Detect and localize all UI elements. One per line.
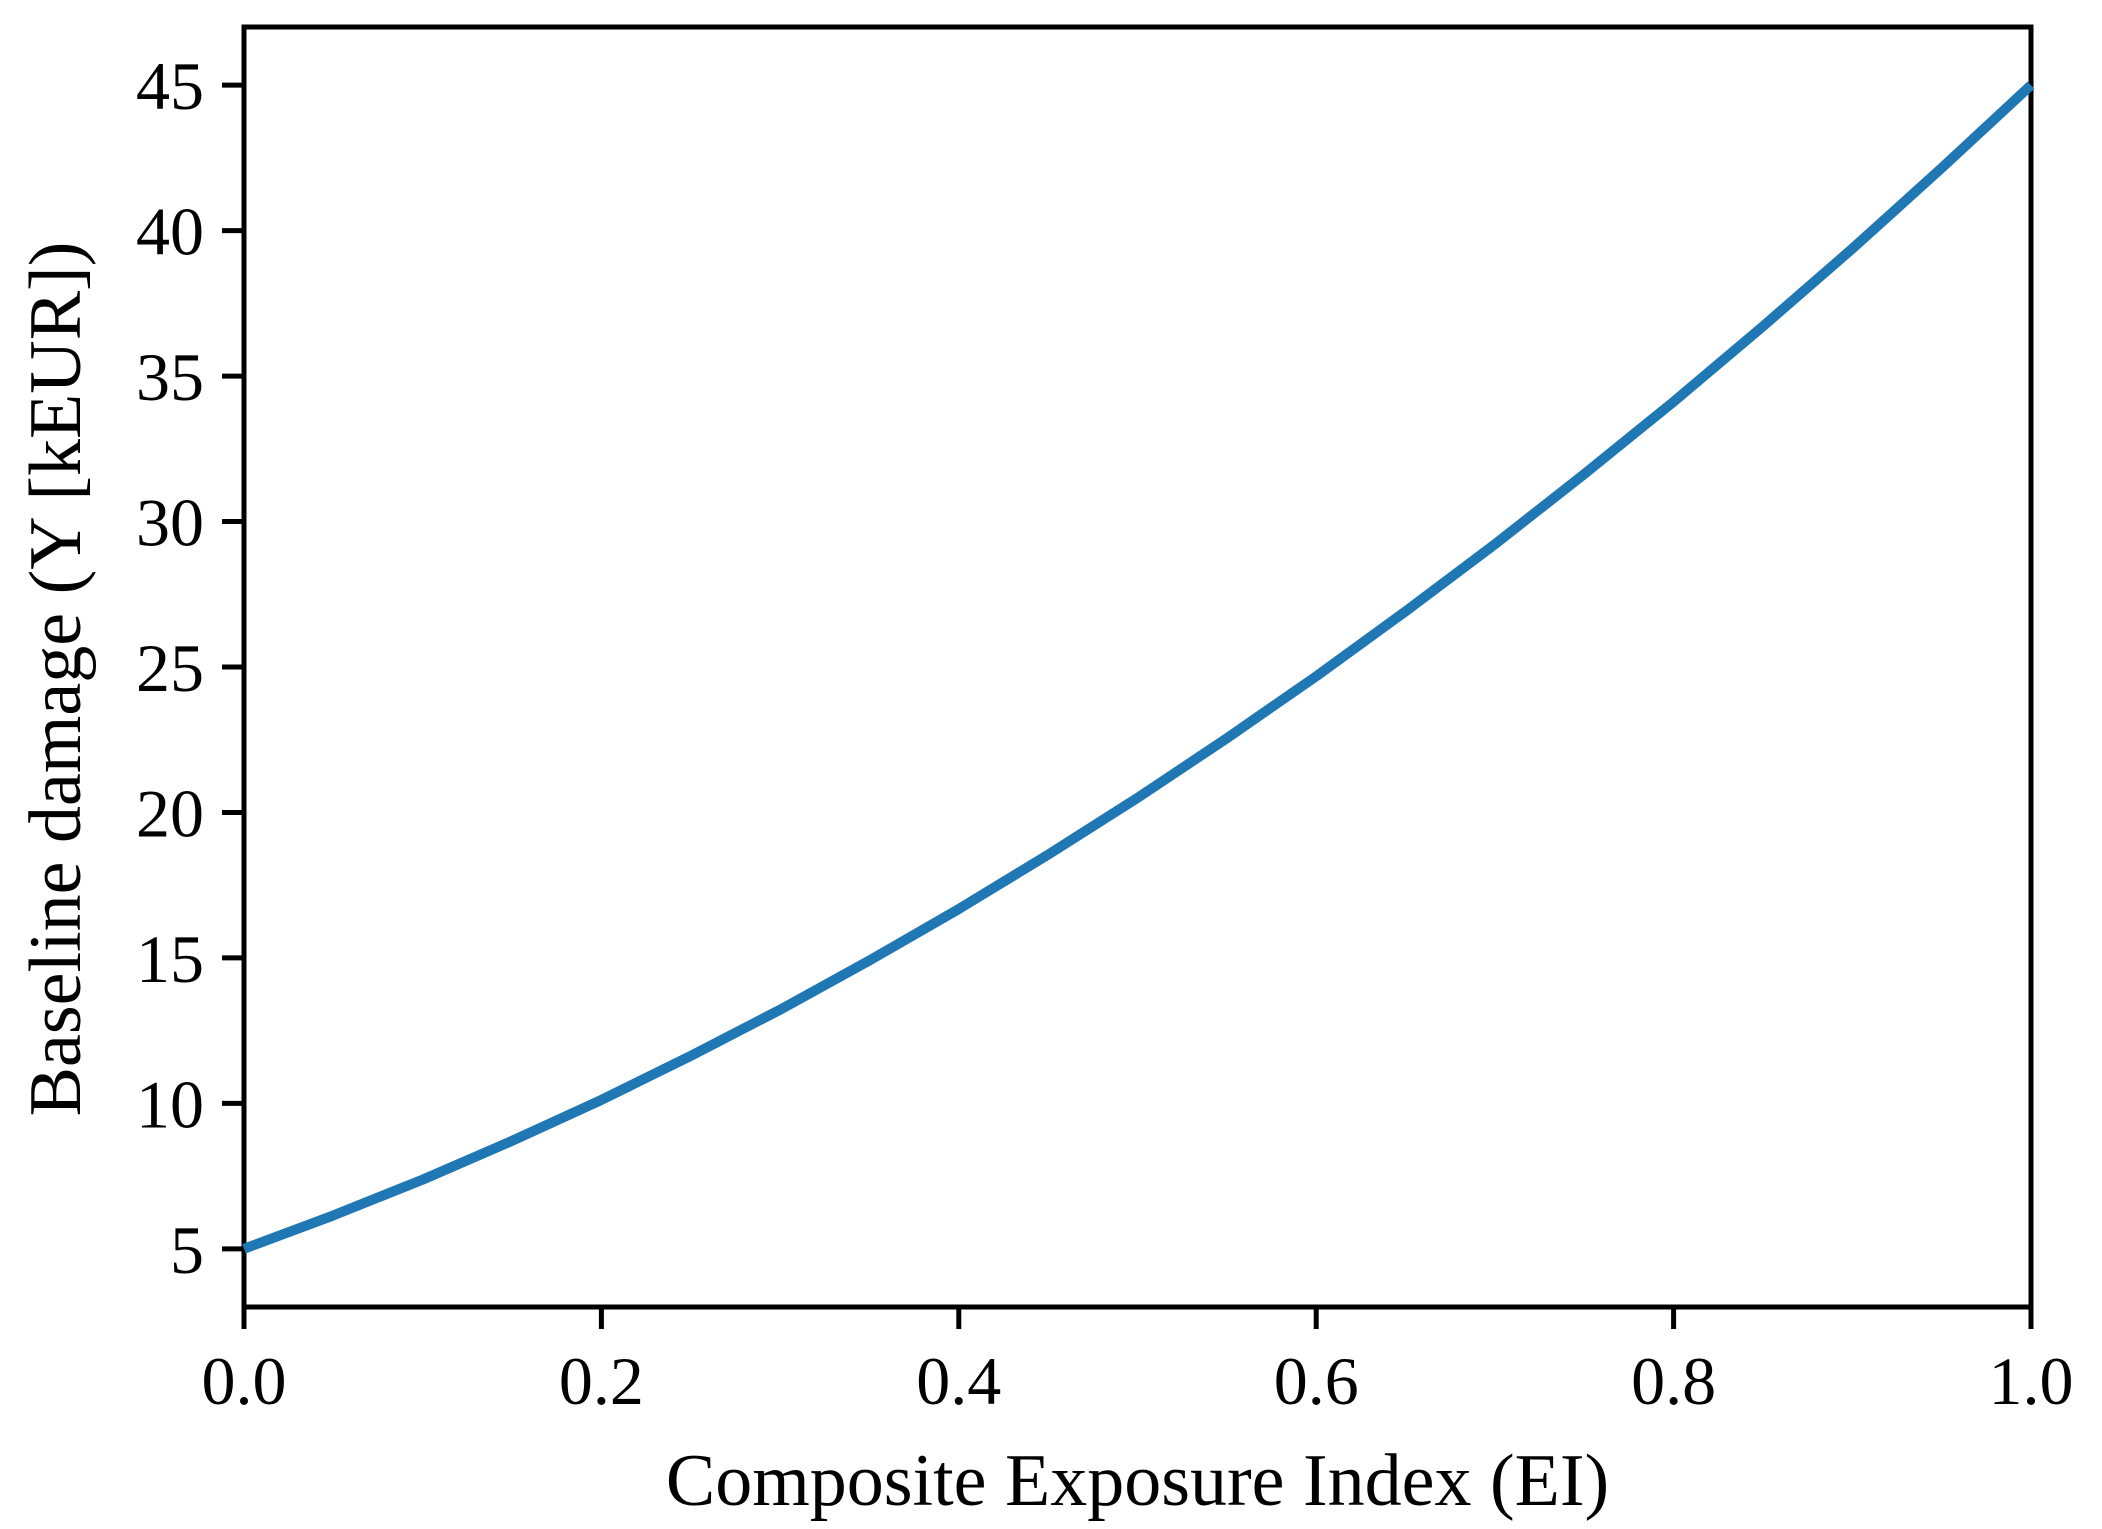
x-tick-label: 0.8 [1631,1343,1716,1419]
y-tick-label: 5 [170,1212,204,1288]
x-tick-label: 1.0 [1989,1343,2074,1419]
y-tick-label: 15 [136,921,204,997]
x-tick-label: 0.6 [1274,1343,1359,1419]
x-tick-label: 0.2 [559,1343,644,1419]
damage-curve [242,81,2035,1254]
y-tick-label: 25 [136,630,204,706]
y-tick-label: 10 [136,1066,204,1142]
y-tick-label: 35 [136,339,204,415]
y-tick-label: 20 [136,775,204,851]
y-axis-ticks: 5 10 15 20 25 30 35 40 45 [136,48,244,1288]
y-tick-label: 40 [136,194,204,270]
y-tick-label: 30 [136,485,204,561]
y-tick-label: 45 [136,48,204,124]
y-axis-label: Baseline damage (Y [kEUR]) [15,242,97,1117]
plot-border [241,24,2034,1310]
x-axis-ticks: 0.0 0.2 0.4 0.6 0.8 1.0 [202,1307,2074,1419]
x-tick-label: 0.4 [916,1343,1001,1419]
x-axis-label: Composite Exposure Index (EI) [666,1440,1609,1522]
x-tick-label: 0.0 [202,1343,287,1419]
